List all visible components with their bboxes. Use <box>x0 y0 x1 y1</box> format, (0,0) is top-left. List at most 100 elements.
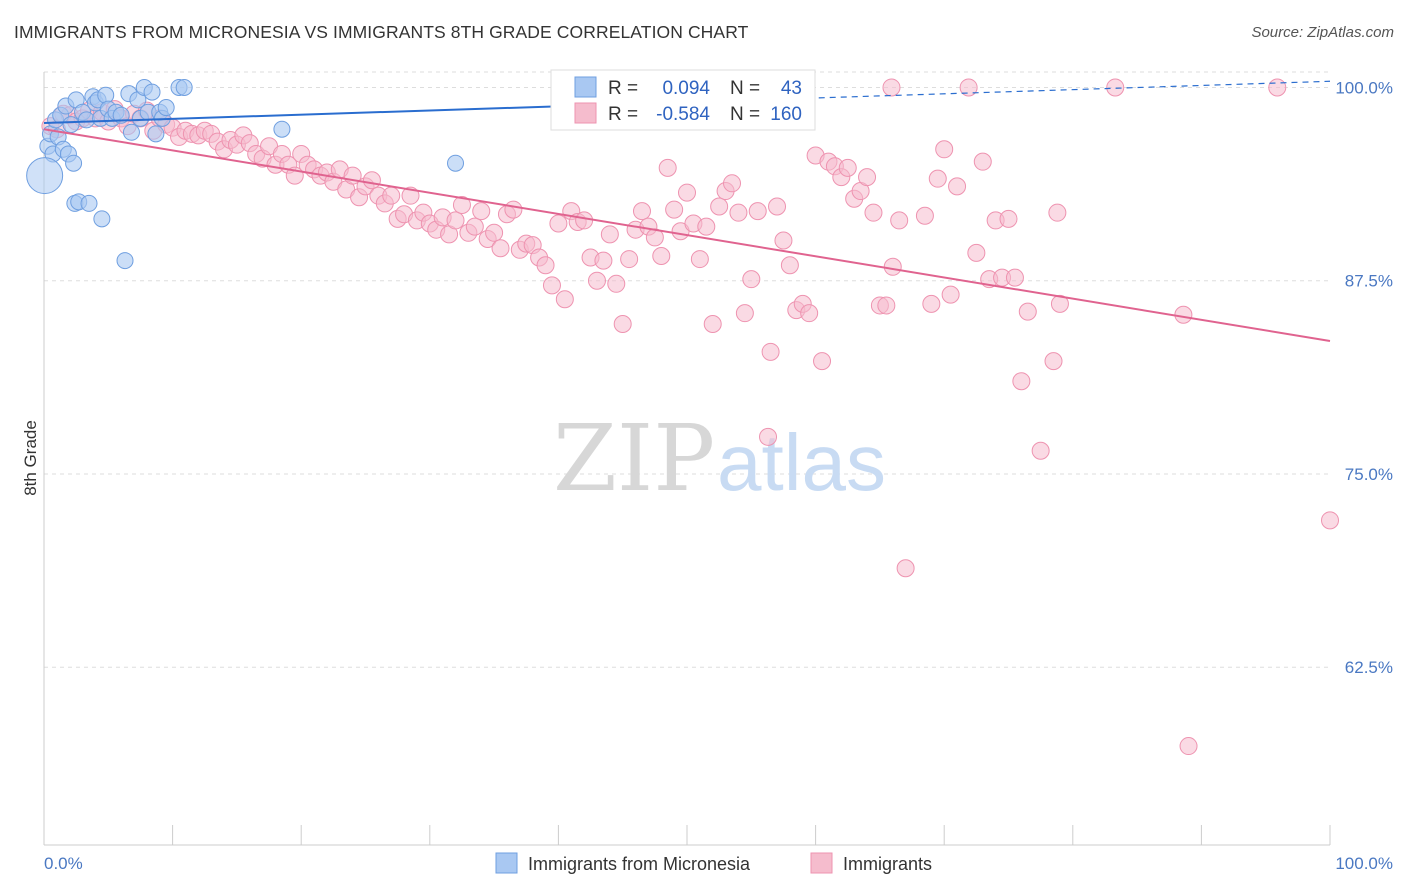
x-tick-label-max: 100.0% <box>1335 854 1393 873</box>
stats-n-value-1: 43 <box>781 78 802 99</box>
source-label: Source: ZipAtlas.com <box>1251 24 1394 41</box>
immigrants-point <box>858 168 877 187</box>
micronesia-point <box>122 123 140 141</box>
micronesia-trend-line <box>43 103 610 125</box>
immigrants-point <box>607 274 626 293</box>
immigrants-point <box>504 200 523 219</box>
immigrants-point <box>1106 78 1125 97</box>
watermark: ZIP atlas <box>553 405 886 512</box>
immigrants-point <box>928 169 947 188</box>
micronesia-points <box>26 78 465 270</box>
immigrants-point <box>594 251 613 270</box>
micronesia-point <box>175 78 193 96</box>
immigrants-point <box>575 211 594 230</box>
micronesia-point <box>147 125 165 143</box>
stats-r-value-1: 0.094 <box>662 78 710 99</box>
y-axis-title: 8th Grade <box>21 420 40 496</box>
immigrants-point <box>472 202 491 221</box>
immigrants-point <box>446 211 465 230</box>
immigrants-point <box>877 296 896 315</box>
legend-swatch-micronesia <box>495 852 518 874</box>
immigrants-point <box>1012 372 1031 391</box>
micronesia-point <box>97 86 115 104</box>
immigrants-point <box>587 271 606 290</box>
immigrants-point <box>890 211 909 230</box>
immigrants-point <box>382 186 401 205</box>
micronesia-point-large <box>26 157 64 195</box>
micronesia-point <box>77 111 95 129</box>
immigrants-point <box>941 285 960 304</box>
immigrants-point <box>883 257 902 276</box>
immigrants-point <box>600 225 619 244</box>
immigrants-point <box>632 202 651 221</box>
immigrants-point <box>774 231 793 250</box>
stats-swatch-pink <box>574 102 597 124</box>
immigrants-point <box>620 250 639 269</box>
immigrants-point <box>915 206 934 225</box>
immigrants-trend-line <box>43 128 1331 342</box>
legend: Immigrants from Micronesia Immigrants <box>495 852 932 874</box>
stats-n-value-2: 160 <box>770 104 802 125</box>
legend-swatch-immigrants <box>810 852 833 874</box>
micronesia-point <box>93 210 111 228</box>
immigrants-point <box>485 223 504 242</box>
immigrants-point <box>549 214 568 233</box>
stats-r-value-2: -0.584 <box>656 104 710 125</box>
stats-n-label-2: N = <box>730 104 760 125</box>
immigrants-point <box>813 352 832 371</box>
stats-r-label-1: R = <box>608 78 638 99</box>
y-tick-label-0: 100.0% <box>1335 78 1393 97</box>
immigrants-point <box>697 217 716 236</box>
immigrants-point <box>1268 78 1287 97</box>
immigrants-point <box>613 314 632 333</box>
immigrants-point <box>491 239 510 258</box>
immigrants-point <box>1005 268 1024 287</box>
micronesia-point <box>112 106 130 124</box>
micronesia-point <box>157 99 175 117</box>
immigrants-point <box>729 203 748 222</box>
immigrants-point <box>465 217 484 236</box>
micronesia-point <box>273 120 291 138</box>
y-tick-label-2: 75.0% <box>1345 465 1393 484</box>
immigrants-point <box>748 202 767 221</box>
immigrants-point <box>1050 294 1069 313</box>
immigrants-point <box>678 183 696 202</box>
immigrants-point <box>838 158 857 177</box>
immigrants-point <box>1018 302 1037 321</box>
micronesia-point <box>65 154 83 172</box>
immigrants-point <box>362 171 381 190</box>
immigrants-point <box>759 427 778 446</box>
immigrants-point <box>1179 737 1198 756</box>
chart-title: IMMIGRANTS FROM MICRONESIA VS IMMIGRANTS… <box>14 22 749 42</box>
immigrants-point <box>710 197 729 216</box>
immigrants-point <box>973 152 992 171</box>
immigrants-point <box>1321 511 1339 530</box>
watermark-zip: ZIP <box>553 405 715 512</box>
immigrants-point <box>658 158 677 177</box>
immigrants-point <box>959 78 978 97</box>
micronesia-point <box>80 194 98 212</box>
micronesia-point <box>62 116 80 134</box>
immigrants-point <box>922 294 941 313</box>
immigrants-point <box>780 256 799 275</box>
immigrants-point <box>723 174 742 193</box>
immigrants-point <box>882 78 901 97</box>
axes <box>43 72 1330 846</box>
immigrants-point <box>999 209 1018 228</box>
immigrants-point <box>742 270 761 289</box>
stats-n-label-1: N = <box>730 78 760 99</box>
stats-box: R = 0.094 N = 43 R = -0.584 N = 160 <box>550 69 816 131</box>
immigrants-point <box>703 314 722 333</box>
immigrants-point <box>1031 441 1050 460</box>
legend-label-immigrants: Immigrants <box>843 854 932 874</box>
immigrants-point <box>1174 305 1193 324</box>
stats-swatch-blue <box>574 76 597 98</box>
x-tick-labels: 0.0% 100.0% <box>44 854 1393 873</box>
watermark-atlas: atlas <box>717 418 886 507</box>
immigrants-point <box>768 197 787 216</box>
immigrants-point <box>967 243 986 262</box>
immigrants-point <box>896 559 915 578</box>
immigrants-point <box>690 250 709 269</box>
immigrants-point <box>735 304 754 323</box>
